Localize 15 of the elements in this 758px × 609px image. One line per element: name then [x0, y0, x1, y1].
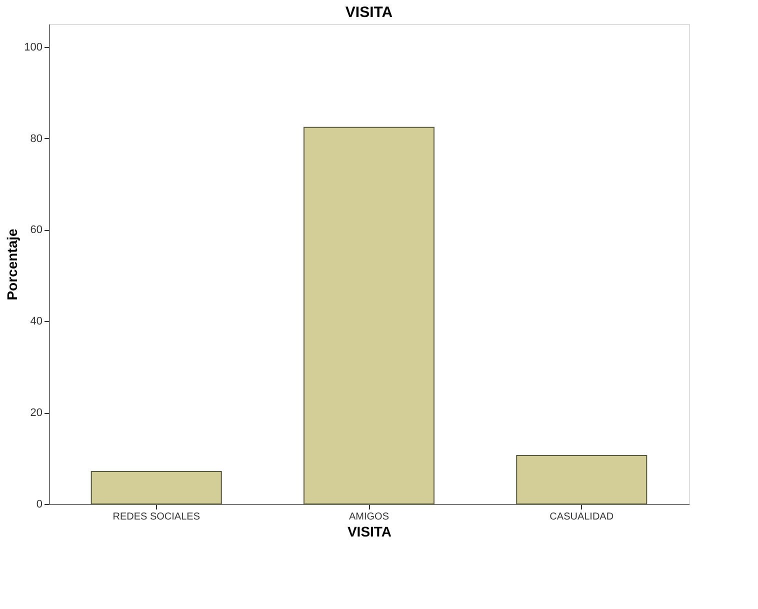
x-tick-label: AMIGOS: [348, 512, 390, 522]
x-tick-label: REDES SOCIALES: [112, 512, 200, 522]
y-tick-label: 100: [24, 41, 42, 54]
y-tick-label: 20: [30, 407, 42, 420]
y-axis-title: Porcentaje: [4, 228, 20, 300]
y-tick-label: 0: [36, 498, 42, 510]
x-axis-title: VISITA: [347, 524, 392, 540]
y-tick-label: 40: [30, 316, 42, 328]
bar: [90, 471, 222, 504]
y-tick-label: 60: [30, 224, 42, 236]
bar: [304, 126, 434, 504]
y-tick-label: 80: [30, 132, 42, 145]
bar: [516, 455, 648, 504]
chart-title: VISITA: [345, 4, 393, 21]
x-tick-label: CASUALIDAD: [550, 512, 614, 522]
